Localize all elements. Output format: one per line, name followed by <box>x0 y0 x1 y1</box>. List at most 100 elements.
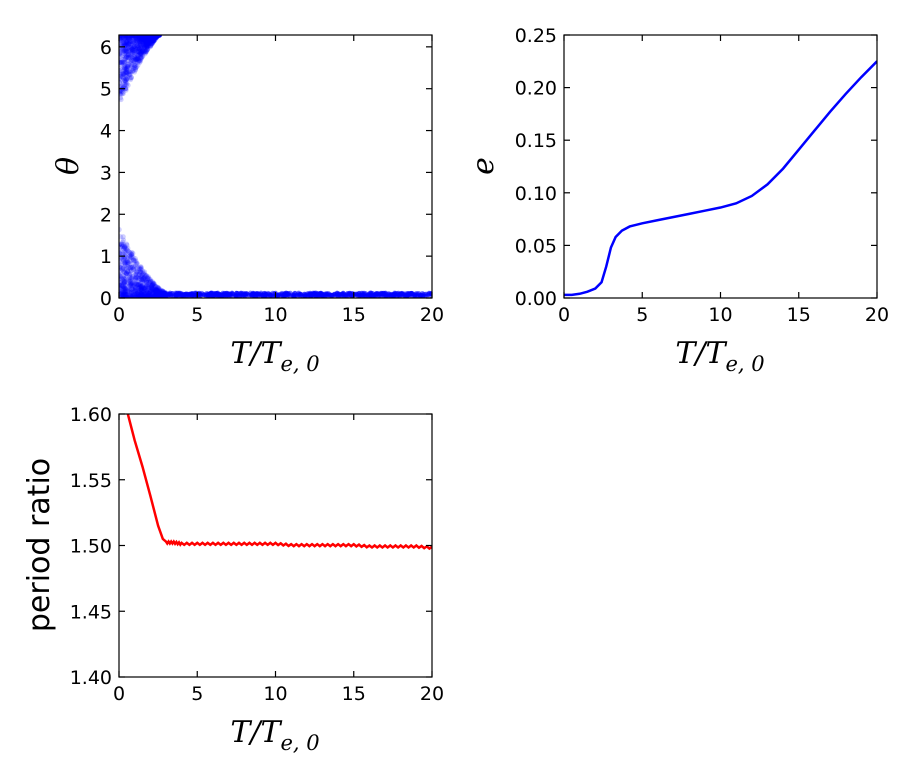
theta-scatter-point <box>144 44 150 50</box>
theta-scatter-point <box>150 280 157 286</box>
theta-scatter-point <box>119 290 123 297</box>
theta-scatter-point <box>149 280 155 286</box>
theta-scatter-point <box>149 35 155 38</box>
theta-scatter-point <box>149 41 155 47</box>
theta-scatter-point <box>140 283 146 289</box>
theta-scatter-point <box>120 237 127 243</box>
theta-scatter-point <box>127 287 133 293</box>
theta-scatter-point <box>147 36 154 42</box>
theta-scatter-point <box>121 84 127 90</box>
period-ratio-y-tick-label: 1.55 <box>70 470 112 492</box>
theta-scatter-point <box>121 244 128 250</box>
theta-scatter-point <box>119 295 124 298</box>
theta-scatter-point <box>120 295 126 298</box>
theta-scatter-point <box>183 291 189 297</box>
theta-scatter-point <box>130 54 136 60</box>
theta-scatter-point <box>130 35 136 40</box>
theta-scatter-point <box>135 48 141 54</box>
theta-scatter-point <box>119 35 124 39</box>
theta-scatter-point <box>135 48 142 54</box>
theta-scatter-point <box>141 275 147 281</box>
theta-scatter-point <box>128 38 134 45</box>
theta-scatter-point <box>120 234 126 240</box>
theta-scatter-point <box>148 38 154 44</box>
theta-scatter-point <box>143 35 149 39</box>
theta-scatter-point <box>147 37 153 43</box>
theta-scatter-point <box>306 292 311 298</box>
theta-scatter-point <box>426 292 432 297</box>
theta-scatter-point <box>120 239 126 245</box>
theta-scatter-point <box>142 48 148 54</box>
theta-scatter-point <box>139 278 145 284</box>
theta-scatter-point <box>130 285 136 291</box>
theta-scatter-point <box>122 286 128 292</box>
theta-scatter-point <box>150 35 157 40</box>
theta-scatter-point <box>148 41 155 47</box>
theta-scatter-point <box>146 277 152 283</box>
theta-scatter-point <box>133 273 140 279</box>
theta-scatter-point <box>140 37 146 43</box>
theta-scatter-point <box>123 285 129 292</box>
theta-scatter-point <box>119 83 125 89</box>
theta-scatter-point <box>145 281 151 287</box>
theta-scatter-point <box>119 262 124 268</box>
theta-scatter-point <box>134 275 140 281</box>
theta-scatter-point <box>127 292 133 298</box>
theta-scatter-point <box>148 294 155 298</box>
theta-scatter-point <box>127 255 133 261</box>
theta-scatter-point <box>127 52 133 58</box>
theta-scatter-point <box>139 285 146 291</box>
theta-scatter-point <box>119 249 124 256</box>
theta-scatter-point <box>122 54 128 60</box>
theta-scatter-point <box>154 35 161 39</box>
theta-scatter-point <box>119 276 125 282</box>
theta-scatter-point <box>119 35 123 39</box>
theta-scatter-point <box>139 283 145 289</box>
theta-scatter-point <box>143 279 149 285</box>
theta-scatter-point <box>128 268 134 274</box>
period-ratio-y-tick-label: 1.45 <box>70 601 112 623</box>
theta-scatter-point <box>150 291 156 297</box>
theta-scatter-marks <box>119 35 432 298</box>
theta-scatter-point <box>119 273 123 279</box>
theta-scatter-point <box>138 286 144 292</box>
theta-scatter-point <box>153 35 159 39</box>
theta-scatter-point <box>120 290 126 296</box>
theta-scatter-point <box>123 270 130 276</box>
period-ratio-plot-area <box>126 414 432 551</box>
theta-scatter-point <box>152 294 158 298</box>
theta-scatter-point <box>144 294 150 298</box>
eccentricity-panel: 0 5 10 15 20 0.00 0.05 0.10 0.15 0.20 0.25 e T/Te,… <box>466 25 889 376</box>
theta-scatter-point <box>120 286 126 292</box>
theta-scatter-point <box>137 294 143 298</box>
theta-scatter-point <box>136 265 142 271</box>
theta-scatter-point <box>121 280 128 286</box>
theta-scatter-point <box>145 39 151 45</box>
theta-scatter-point <box>121 289 128 295</box>
theta-scatter-point <box>142 290 148 296</box>
theta-scatter-point <box>131 292 138 298</box>
theta-scatter-point <box>155 35 161 38</box>
theta-scatter-point <box>142 35 148 41</box>
theta-scatter-point <box>153 35 159 40</box>
theta-scatter-point <box>145 292 151 298</box>
theta-scatter-point <box>146 292 152 298</box>
theta-scatter-point <box>122 295 128 298</box>
theta-scatter-point <box>123 295 129 298</box>
theta-scatter-point <box>122 290 128 297</box>
theta-scatter-point <box>129 251 135 258</box>
theta-scatter-point <box>124 68 130 74</box>
theta-scatter-point <box>122 292 128 298</box>
theta-scatter-point <box>143 273 149 279</box>
eccentricity-y-tick-label: 0.05 <box>515 235 557 257</box>
theta-scatter-point <box>119 293 125 298</box>
theta-scatter-point <box>135 290 141 296</box>
theta-scatter-point <box>120 268 127 275</box>
theta-scatter-point <box>139 294 145 298</box>
theta-scatter-point <box>145 275 151 281</box>
theta-scatter-point <box>144 284 151 291</box>
theta-scatter-point <box>292 290 298 296</box>
theta-scatter-point <box>122 40 128 46</box>
theta-panel: 0 5 10 15 20 0 1 2 3 4 5 6 θ T/Te, 0 <box>51 34 444 376</box>
theta-scatter-point <box>138 284 144 290</box>
